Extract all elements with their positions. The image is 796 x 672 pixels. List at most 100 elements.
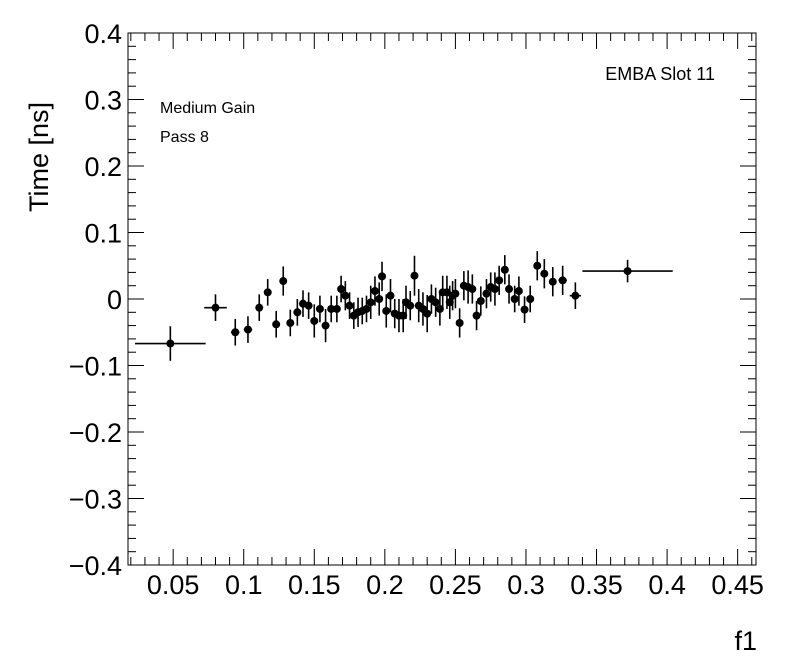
point-marker	[293, 308, 302, 317]
point-marker	[341, 291, 350, 300]
x-tick-label: 0.4	[648, 570, 686, 600]
point-marker	[378, 272, 387, 281]
data-point	[482, 279, 491, 309]
point-marker	[286, 318, 295, 327]
data-point	[263, 279, 272, 306]
point-marker	[451, 289, 460, 298]
data-point	[406, 291, 415, 321]
point-marker	[386, 291, 395, 300]
x-tick-label: 0.25	[429, 570, 482, 600]
data-point	[410, 255, 419, 296]
data-point	[558, 265, 567, 296]
point-marker	[375, 295, 384, 303]
data-point	[423, 295, 432, 333]
point-marker	[500, 265, 509, 274]
point-marker	[505, 285, 514, 294]
point-marker	[435, 304, 444, 313]
point-marker	[623, 267, 632, 276]
data-point	[472, 300, 481, 331]
data-point	[349, 302, 358, 329]
point-marker	[540, 269, 549, 278]
y-tick-label: −0.1	[69, 352, 122, 382]
data-point	[455, 308, 464, 338]
annotation-pass: Pass 8	[160, 129, 209, 146]
point-marker	[263, 288, 272, 297]
y-tick-labels: −0.4 −0.3 −0.2 −0.1 0 0.1 0.2 0.3 0.4	[69, 19, 122, 581]
point-marker	[366, 298, 375, 307]
data-point	[332, 295, 341, 323]
data-point	[286, 309, 295, 337]
point-marker	[445, 298, 454, 307]
y-tick-label: −0.3	[69, 485, 122, 515]
data-point	[243, 316, 253, 343]
y-tick-label: 0.4	[84, 19, 122, 49]
y-tick-label: 0	[107, 285, 122, 315]
point-marker	[362, 304, 371, 313]
point-marker	[345, 301, 354, 310]
point-marker	[482, 289, 491, 298]
data-point	[378, 261, 387, 292]
data-point	[337, 275, 346, 303]
y-axis-title: Time [ns]	[24, 102, 54, 212]
y-tick-label: 0.3	[84, 86, 122, 116]
x-tick-label: 0.15	[288, 570, 341, 600]
point-marker	[332, 304, 341, 313]
point-marker	[476, 296, 485, 305]
point-marker	[558, 276, 567, 285]
data-point	[345, 292, 354, 319]
point-marker	[410, 271, 419, 280]
x-axis-title: f1	[734, 626, 757, 656]
point-marker	[423, 309, 432, 318]
point-marker	[514, 287, 523, 296]
point-marker	[406, 301, 415, 310]
point-marker	[533, 261, 542, 270]
point-marker	[166, 339, 175, 348]
data-point	[500, 255, 509, 285]
x-tick-label: 0.05	[147, 570, 200, 600]
data-point	[204, 294, 227, 321]
point-marker	[304, 301, 313, 310]
data-point	[362, 295, 371, 323]
point-marker	[382, 306, 391, 315]
point-marker	[571, 291, 580, 300]
data-point	[533, 251, 542, 281]
y-tick-label: −0.2	[69, 418, 122, 448]
point-marker	[279, 277, 288, 286]
data-point	[468, 274, 477, 304]
data-point	[520, 296, 529, 323]
data-point	[435, 292, 444, 326]
data-point	[310, 304, 319, 338]
data-point	[445, 285, 454, 319]
annotation-slot: EMBA Slot 11	[605, 64, 715, 84]
y-tick-label: −0.4	[69, 551, 122, 581]
data-point	[231, 318, 240, 346]
data-point	[341, 281, 350, 311]
data-point	[569, 282, 582, 309]
y-tick-label: 0.2	[84, 152, 122, 182]
y-tick-label: 0.1	[84, 219, 122, 249]
data-point	[431, 287, 440, 317]
data-point	[495, 265, 504, 296]
data-point	[451, 279, 460, 309]
data-points	[135, 251, 673, 361]
data-point	[370, 276, 379, 306]
point-marker	[310, 316, 319, 325]
data-point	[526, 285, 535, 313]
point-marker	[548, 277, 557, 286]
data-point	[304, 292, 313, 319]
data-point	[510, 285, 519, 313]
data-point	[476, 286, 485, 316]
data-point	[321, 308, 330, 343]
point-marker	[468, 285, 477, 294]
data-point	[514, 276, 523, 306]
point-marker	[321, 321, 330, 330]
x-tick-label: 0.45	[711, 570, 764, 600]
data-point	[382, 294, 391, 328]
data-point	[279, 266, 288, 296]
point-marker	[490, 285, 499, 294]
point-marker	[495, 276, 504, 285]
x-tick-label: 0.2	[366, 570, 404, 600]
data-point	[315, 295, 324, 323]
point-marker	[526, 295, 535, 303]
